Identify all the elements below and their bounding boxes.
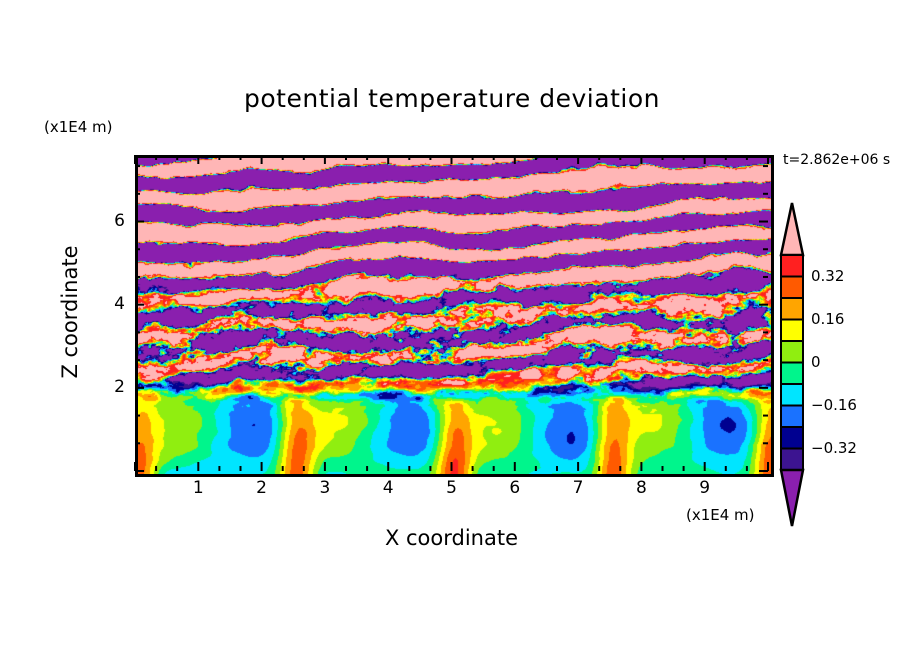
y-tick-label: 4 [114, 293, 125, 314]
x-tick-label: 5 [446, 478, 457, 498]
x-tick-label: 2 [256, 478, 267, 498]
colorbar-band [780, 361, 804, 385]
colorbar-band [780, 447, 804, 471]
colorbar-tick-label: 0 [811, 352, 821, 371]
page-title: potential temperature deviation [244, 84, 660, 113]
colorbar-tick-label: 0.16 [811, 309, 845, 328]
x-tick-label: 7 [572, 478, 584, 498]
y-tick-label: 6 [114, 210, 125, 231]
x-axis-title: X coordinate [384, 526, 519, 550]
colorbar [779, 202, 805, 527]
colorbar-band [780, 275, 804, 299]
plot-area [135, 155, 774, 477]
y-tick-label: 2 [114, 376, 125, 397]
time-stamp-label: t=2.862e+06 s [783, 152, 891, 168]
colorbar-band [780, 297, 804, 321]
colorbar-extend-top [779, 202, 805, 257]
x-tick-label: 3 [319, 478, 331, 498]
contour-field [138, 158, 771, 474]
colorbar-extend-bottom [779, 468, 805, 527]
colorbar-tick-label: −0.16 [811, 395, 857, 414]
y-axis-title: Z coordinate [58, 245, 82, 379]
x-axis-unit-label: (x1E4 m) [686, 506, 755, 524]
colorbar-band [780, 340, 804, 364]
x-tick-label: 1 [192, 478, 204, 498]
x-tick-label: 9 [699, 478, 711, 498]
x-tick-label: 4 [382, 478, 394, 498]
y-axis-unit-label: (x1E4 m) [44, 118, 113, 136]
colorbar-band [780, 318, 804, 342]
x-tick-label: 6 [509, 478, 521, 498]
colorbar-band [780, 383, 804, 407]
colorbar-band [780, 404, 804, 428]
colorbar-band [780, 254, 804, 278]
colorbar-band [780, 426, 804, 450]
colorbar-tick-label: 0.32 [811, 266, 845, 285]
x-tick-label: 8 [635, 478, 647, 498]
colorbar-tick-label: −0.32 [811, 438, 857, 457]
